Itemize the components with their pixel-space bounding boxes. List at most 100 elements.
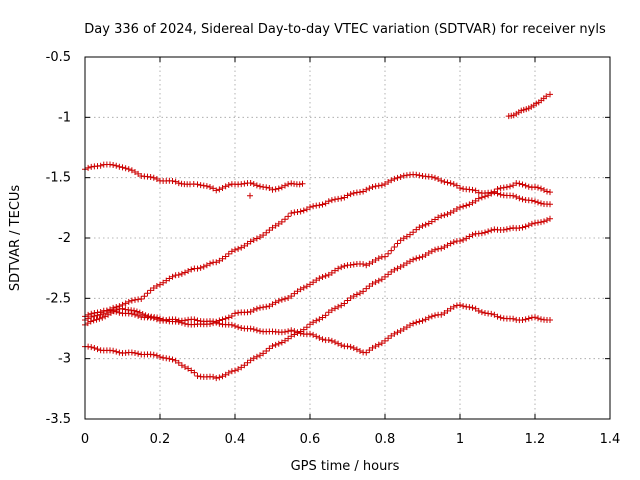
data-point <box>494 313 501 320</box>
data-point <box>516 224 523 231</box>
data-point <box>266 303 273 310</box>
data-point <box>285 335 292 342</box>
data-point <box>238 364 245 371</box>
data-point <box>272 222 279 229</box>
data-point <box>400 262 407 269</box>
data-point <box>216 186 223 193</box>
data-point <box>332 267 338 274</box>
data-point <box>488 227 495 234</box>
data-point <box>541 218 547 225</box>
data-point <box>407 231 413 238</box>
data-point <box>228 368 235 375</box>
data-point <box>228 321 235 328</box>
data-point <box>322 272 329 279</box>
data-point <box>357 189 363 196</box>
data-point <box>507 183 513 190</box>
data-point <box>169 177 176 184</box>
data-point <box>394 329 401 336</box>
data-point <box>528 220 535 227</box>
series-track-5 <box>82 171 553 324</box>
data-point <box>122 165 129 172</box>
data-point <box>153 176 160 183</box>
data-point <box>328 197 335 204</box>
data-point <box>438 212 445 219</box>
data-point <box>119 301 126 308</box>
data-point <box>397 327 404 334</box>
data-point <box>438 311 445 318</box>
data-point <box>375 341 382 348</box>
data-point <box>222 315 229 322</box>
data-point <box>519 196 526 203</box>
data-point <box>525 222 532 229</box>
data-point <box>197 264 204 271</box>
data-point <box>147 173 154 180</box>
series-track-4 <box>82 301 553 356</box>
data-point <box>332 339 338 346</box>
data-point <box>135 312 142 319</box>
data-point <box>100 310 107 317</box>
data-point <box>382 180 388 187</box>
x-tick-label: 0.6 <box>300 432 321 447</box>
data-point <box>513 193 520 200</box>
data-point <box>369 280 376 287</box>
y-tick-label: -0.5 <box>46 50 71 65</box>
data-point <box>391 266 398 273</box>
data-point <box>519 224 526 231</box>
data-point <box>528 197 535 204</box>
data-point <box>322 312 329 319</box>
data-point <box>85 315 92 322</box>
data-point <box>247 179 254 186</box>
data-point <box>394 265 401 272</box>
data-point <box>291 290 298 297</box>
data-point <box>150 351 157 358</box>
data-point <box>391 330 398 337</box>
data-point <box>543 93 550 100</box>
data-point <box>397 174 404 181</box>
data-point <box>385 335 392 342</box>
data-point <box>416 254 423 261</box>
data-point <box>388 177 395 184</box>
data-point <box>157 281 163 288</box>
data-point <box>363 262 370 269</box>
data-point <box>447 209 454 216</box>
data-point <box>363 285 370 292</box>
data-point <box>175 359 182 366</box>
data-point <box>350 293 357 300</box>
data-point <box>285 181 292 188</box>
data-point <box>344 343 351 350</box>
data-point <box>288 180 295 187</box>
data-point <box>135 350 142 357</box>
data-point <box>328 269 335 276</box>
data-point <box>219 184 226 191</box>
data-point <box>288 333 295 340</box>
data-point <box>444 211 451 218</box>
data-point <box>538 316 544 323</box>
data-point <box>482 229 488 236</box>
data-point <box>225 182 232 189</box>
data-point <box>219 373 226 380</box>
data-point <box>307 204 313 211</box>
data-point <box>160 279 167 286</box>
data-point <box>503 184 510 191</box>
data-point <box>128 297 135 304</box>
data-point <box>200 182 207 189</box>
data-point <box>128 310 135 317</box>
data-point <box>310 331 317 338</box>
data-point <box>310 319 317 326</box>
data-point <box>425 250 432 257</box>
data-point <box>428 313 435 320</box>
data-point <box>372 279 379 286</box>
data-point <box>460 203 467 210</box>
data-point <box>250 307 257 314</box>
data-point <box>225 314 232 321</box>
data-point <box>419 222 426 229</box>
data-point <box>99 314 106 321</box>
data-point <box>247 357 254 364</box>
data-point <box>469 186 476 193</box>
data-point <box>297 208 304 215</box>
data-point <box>400 326 407 333</box>
data-point <box>175 271 182 278</box>
data-point <box>413 171 420 178</box>
data-point <box>263 347 270 354</box>
data-point <box>453 182 460 189</box>
